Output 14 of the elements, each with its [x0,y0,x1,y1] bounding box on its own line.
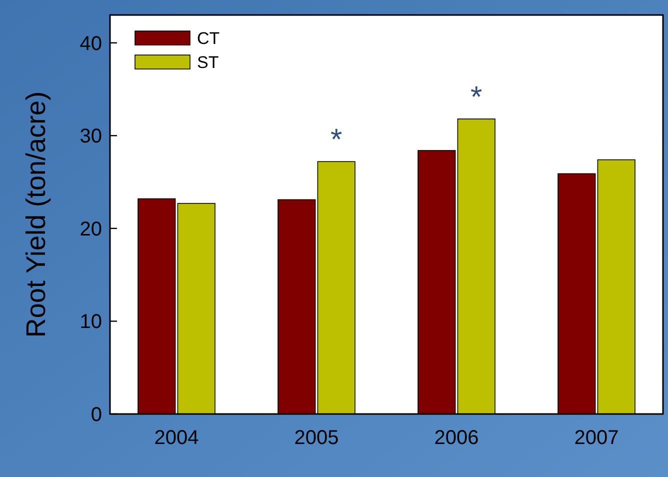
y-axis-title: Root Yield (ton/acre) [21,91,51,338]
y-tick-label: 30 [80,126,102,148]
x-tick-label: 2004 [154,427,199,449]
y-tick-label: 10 [80,311,102,334]
annotation: * [470,80,482,114]
y-tick-label: 40 [80,32,102,55]
legend-label: CT [197,28,220,48]
x-tick-label: 2006 [434,427,479,449]
x-tick-label: 2005 [294,427,339,449]
annotation: * [330,124,342,157]
y-tick-label: 0 [90,404,102,426]
legend-label: ST [197,52,219,72]
y-tick-label: 20 [80,218,102,240]
x-tick-label: 2007 [574,427,619,449]
